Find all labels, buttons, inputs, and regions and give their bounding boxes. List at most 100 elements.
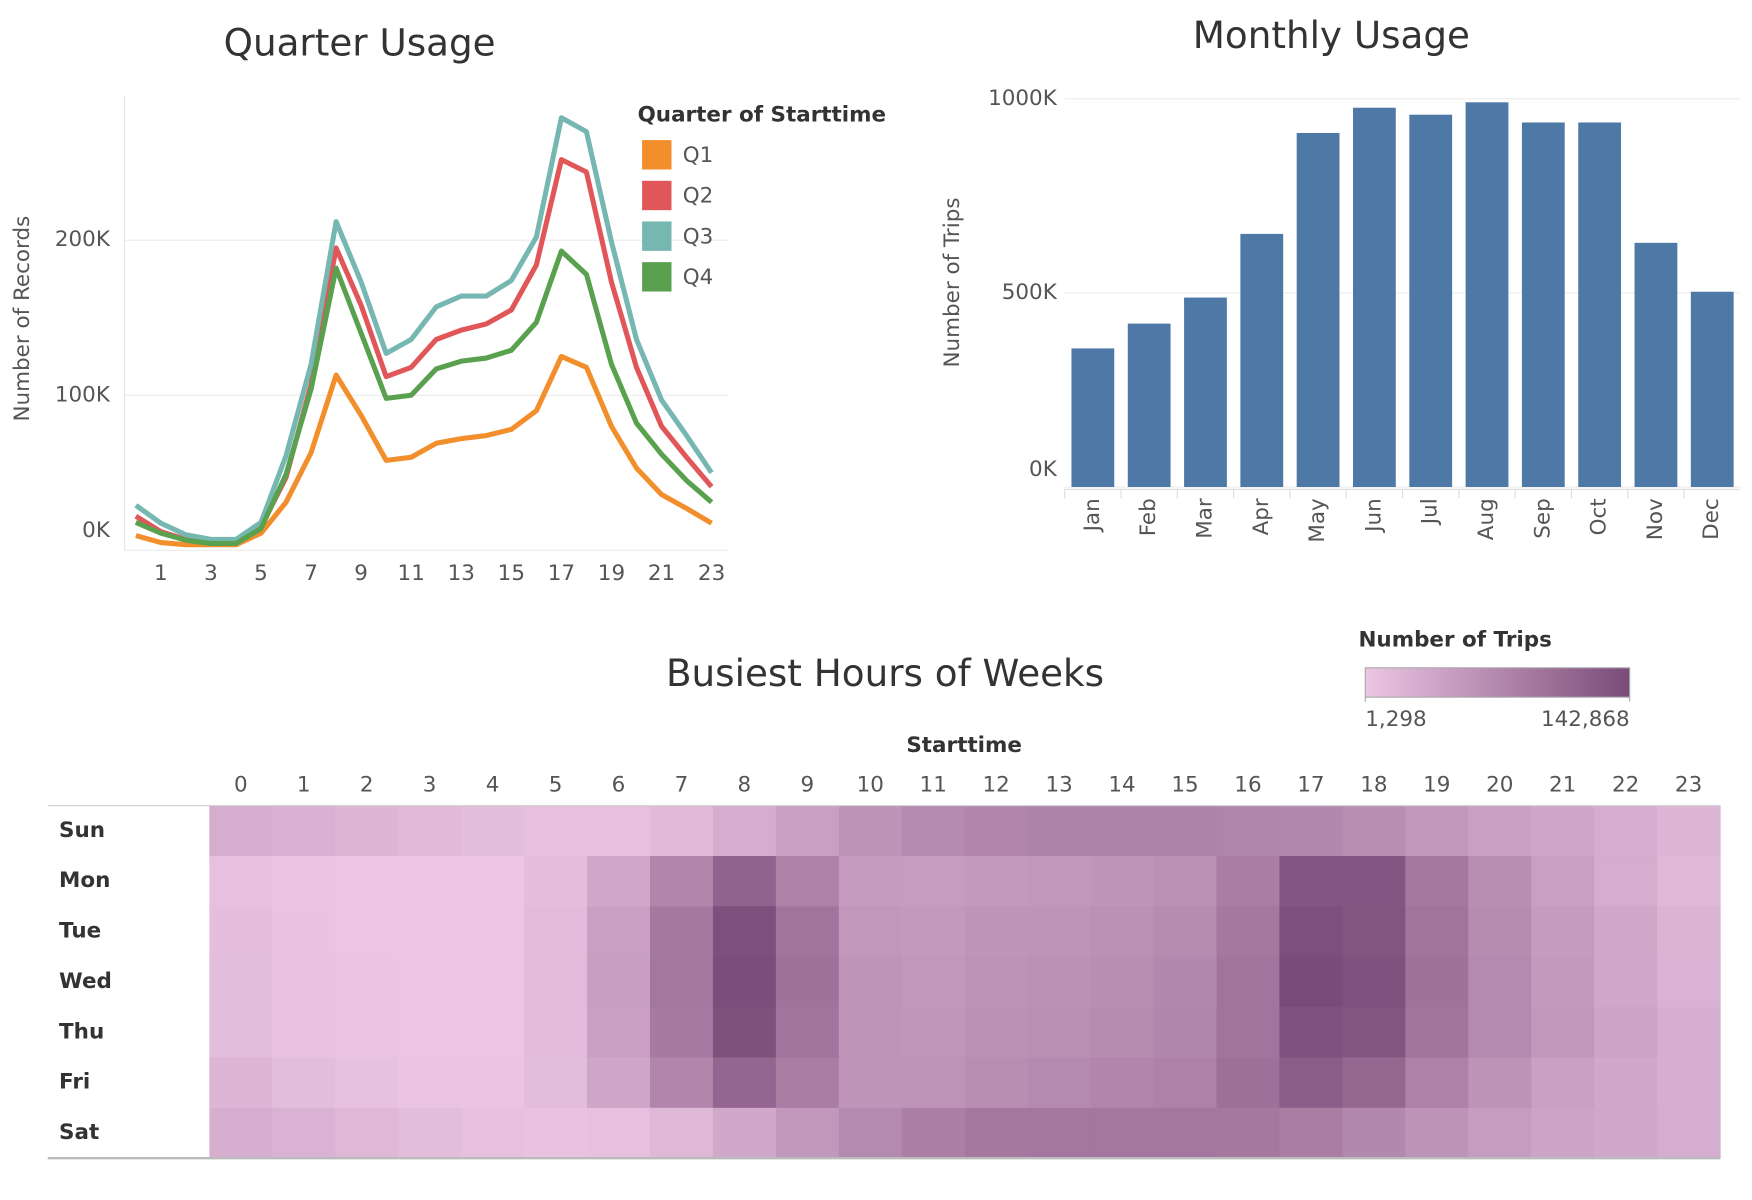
column-label: 9: [801, 772, 815, 797]
x-tick-label: Nov: [1643, 498, 1668, 540]
line-series: [134, 115, 714, 542]
heat-cell: [1531, 805, 1595, 857]
heat-cell: [1342, 856, 1406, 907]
heat-cell: [1531, 1107, 1595, 1159]
x-tick-label: Apr: [1249, 498, 1274, 535]
x-tick-label: May: [1305, 498, 1330, 543]
heat-cell: [587, 956, 651, 1008]
heat-cell: [1468, 1107, 1532, 1159]
heat-cell: [1027, 1107, 1092, 1159]
column-label: 8: [738, 772, 752, 797]
heat-cell: [461, 956, 525, 1008]
heat-cell: [1027, 906, 1092, 958]
column-label: 2: [360, 772, 374, 797]
column-label: 22: [1612, 772, 1639, 797]
column-label: 12: [983, 772, 1010, 797]
legend-min-label: 1,298: [1365, 707, 1426, 732]
bar: [1465, 102, 1509, 488]
legend-max-label: 142,868: [1541, 707, 1630, 732]
column-label: 6: [612, 772, 626, 797]
heat-cell: [1090, 1007, 1155, 1059]
heat-cell: [1279, 805, 1343, 857]
heat-cell: [1657, 856, 1721, 907]
heat-cell: [1090, 805, 1155, 857]
x-tick-label: 19: [598, 561, 625, 586]
column-label: 7: [675, 772, 689, 797]
heat-cell: [398, 805, 462, 857]
y-axis-label: Number of Trips: [940, 197, 965, 367]
x-tick-label: 23: [698, 561, 725, 586]
heat-cell: [524, 956, 588, 1008]
heat-cell: [1279, 956, 1343, 1008]
bar: [1690, 291, 1734, 488]
heat-cell: [1027, 856, 1092, 907]
y-tick-label: 500K: [1002, 280, 1058, 305]
column-label: 13: [1045, 772, 1072, 797]
heat-cell: [1657, 1107, 1721, 1159]
heat-cell: [1216, 856, 1281, 907]
heat-cell: [1405, 906, 1469, 958]
x-tick-label: 21: [648, 561, 675, 586]
bar: [1578, 122, 1622, 488]
heat-cell: [587, 906, 651, 958]
heat-cell: [901, 1057, 966, 1109]
heat-cell: [209, 1007, 273, 1059]
heat-cell: [838, 1057, 903, 1109]
row-label: Wed: [59, 969, 112, 994]
heat-cell: [1531, 1057, 1595, 1109]
heat-cell: [901, 1107, 966, 1159]
x-tick-label: Jan: [1080, 498, 1105, 533]
legend-label: Q2: [683, 184, 714, 209]
heat-cell: [1594, 1007, 1658, 1059]
heat-cell: [1153, 956, 1218, 1008]
heat-cell: [1090, 1107, 1155, 1159]
heat-cell: [1657, 1057, 1721, 1109]
heat-cell: [775, 1057, 840, 1109]
heat-cell: [964, 956, 1029, 1008]
x-tick-label: Aug: [1474, 498, 1499, 540]
x-tick-label: 3: [204, 561, 218, 586]
heat-cell: [335, 956, 399, 1008]
heat-cell: [524, 856, 588, 907]
heat-cell: [1153, 805, 1218, 857]
y-tick-label: 0K: [82, 518, 111, 543]
heat-cell: [901, 906, 966, 958]
y-tick-label: 0K: [1029, 457, 1058, 482]
heat-cell: [587, 1057, 651, 1109]
column-label: 1: [297, 772, 311, 797]
column-label: 5: [549, 772, 563, 797]
x-tick-label: 13: [448, 561, 475, 586]
heat-cell: [461, 1107, 525, 1159]
x-tick-label: 7: [304, 561, 318, 586]
legend-title: Quarter of Starttime: [638, 102, 887, 127]
bar: [1184, 297, 1227, 488]
heat-cell: [398, 1107, 462, 1159]
heat-cell: [901, 856, 966, 907]
heat-cell: [587, 856, 651, 907]
heat-cell: [649, 956, 714, 1008]
heat-cell: [335, 805, 399, 857]
legend-title: Number of Trips: [1358, 628, 1551, 653]
column-label: 18: [1360, 772, 1387, 797]
heat-cell: [1342, 1057, 1406, 1109]
column-label: 17: [1297, 772, 1324, 797]
bar: [1127, 323, 1171, 488]
heat-cell: [1153, 856, 1218, 907]
heat-cell: [838, 1107, 903, 1159]
x-tick-label: Sep: [1530, 498, 1555, 538]
heat-cell: [587, 805, 651, 857]
heat-cell: [1027, 956, 1092, 1008]
column-label: 3: [423, 772, 437, 797]
heat-cell: [209, 1107, 273, 1159]
heat-cell: [1279, 906, 1343, 958]
heat-cell: [901, 805, 966, 857]
heat-cell: [524, 1107, 588, 1159]
heat-cell: [1657, 805, 1721, 857]
heat-cell: [1468, 956, 1532, 1008]
heat-cell: [1216, 956, 1281, 1008]
heat-cell: [209, 856, 273, 907]
heat-cell: [1468, 1057, 1532, 1109]
legend-label: Q4: [683, 265, 714, 290]
heat-cell: [649, 805, 714, 857]
column-label: 10: [857, 772, 884, 797]
